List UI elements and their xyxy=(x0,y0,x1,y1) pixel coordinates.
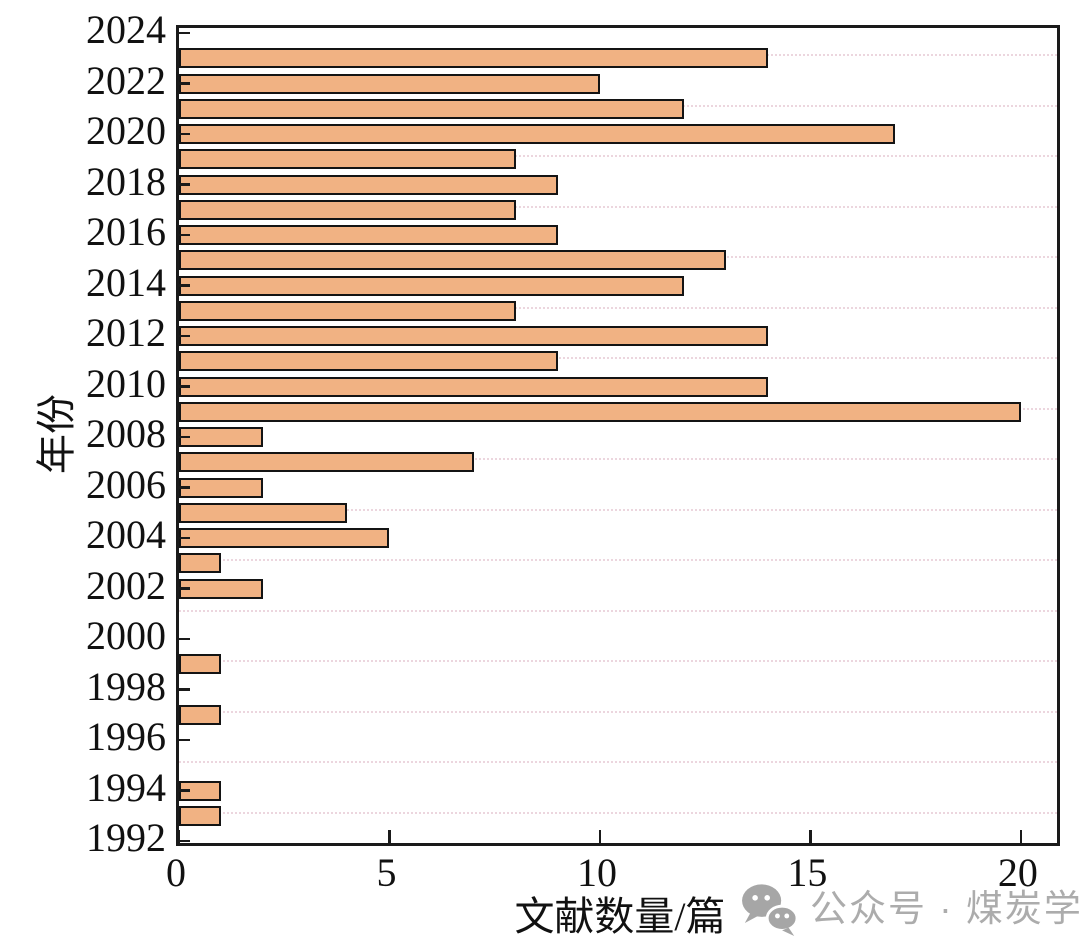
bars-layer xyxy=(179,28,1057,843)
x-tick-label: 0 xyxy=(166,850,186,895)
y-tick xyxy=(179,233,190,237)
bar-2019 xyxy=(179,149,516,170)
y-tick-label: 2024 xyxy=(86,7,166,52)
y-tick xyxy=(179,82,190,85)
y-tick xyxy=(179,132,190,136)
y-tick-label: 2014 xyxy=(86,259,166,305)
y-tick xyxy=(179,637,190,641)
y-tick-label: 2016 xyxy=(86,209,166,254)
x-tick xyxy=(598,830,602,843)
bar-2009 xyxy=(179,401,1021,422)
minor-gridline xyxy=(179,306,1057,309)
y-tick-label: 2006 xyxy=(86,461,166,507)
y-tick xyxy=(179,536,190,540)
minor-gridline xyxy=(179,508,1057,511)
bar-2005 xyxy=(179,502,347,523)
y-tick xyxy=(179,385,190,388)
y-tick-label: 1992 xyxy=(86,815,166,860)
minor-gridline xyxy=(179,357,1057,360)
x-axis-title: 文献数量/篇 xyxy=(514,894,726,939)
bar-2007 xyxy=(179,452,474,473)
y-tick-label: 2010 xyxy=(86,360,166,406)
y-tick-label: 2018 xyxy=(86,158,166,204)
bar-2023 xyxy=(179,48,768,69)
y-tick-label: 1998 xyxy=(86,663,166,709)
x-tick-label: 15 xyxy=(787,850,828,895)
wechat-icon xyxy=(742,884,799,936)
x-tick xyxy=(177,830,181,843)
y-tick xyxy=(179,334,190,338)
y-tick-label: 2008 xyxy=(86,411,166,456)
minor-gridline xyxy=(179,559,1057,562)
x-tick-label: 20 xyxy=(997,850,1038,895)
y-tick xyxy=(179,587,190,590)
y-tick xyxy=(179,738,190,742)
minor-gridline xyxy=(179,710,1057,713)
minor-gridline xyxy=(179,761,1057,764)
minor-gridline xyxy=(179,155,1057,158)
x-tick-label: 5 xyxy=(376,850,397,895)
bar-2003 xyxy=(179,553,221,574)
y-tick-label: 1994 xyxy=(86,764,166,810)
x-tick-label: 10 xyxy=(576,850,617,895)
y-tick xyxy=(179,789,190,792)
y-tick-label: 2020 xyxy=(86,108,166,153)
ticks-layer xyxy=(177,28,1057,843)
minor-gridline xyxy=(179,811,1057,814)
y-tick xyxy=(179,31,190,35)
bar-1999 xyxy=(179,654,221,675)
y-tick-label: 2004 xyxy=(86,512,166,557)
bar-1993 xyxy=(179,805,221,826)
minor-gridline xyxy=(179,458,1057,461)
bar-2011 xyxy=(179,351,558,372)
bar-2013 xyxy=(179,300,516,321)
y-tick xyxy=(179,839,190,843)
x-tick xyxy=(388,830,391,843)
minor-gridline xyxy=(179,205,1057,208)
x-tick xyxy=(1019,830,1023,843)
plot-area xyxy=(176,25,1060,846)
y-tick-label: 2000 xyxy=(86,613,166,658)
minor-gridline xyxy=(179,660,1057,663)
x-tick xyxy=(809,830,812,843)
minor-gridline xyxy=(179,609,1057,612)
y-tick xyxy=(179,486,190,489)
y-tick xyxy=(179,284,190,287)
y-tick xyxy=(179,435,190,439)
watermark-text: 公众号 · 煤炭学报 xyxy=(810,888,1080,929)
bar-2015 xyxy=(179,250,726,271)
y-tick-label: 2012 xyxy=(86,310,166,355)
watermark: 公众号 · 煤炭学报 xyxy=(740,882,1080,936)
y-axis-title: 年份 xyxy=(34,394,79,474)
y-tick-label: 1996 xyxy=(86,714,166,759)
y-tick xyxy=(179,183,190,186)
y-tick xyxy=(179,688,190,691)
bar-2021 xyxy=(179,98,684,119)
bar-2017 xyxy=(179,199,516,220)
y-tick-label: 2022 xyxy=(86,57,166,103)
bar-1997 xyxy=(179,704,221,725)
y-tick-label: 2002 xyxy=(86,562,166,608)
